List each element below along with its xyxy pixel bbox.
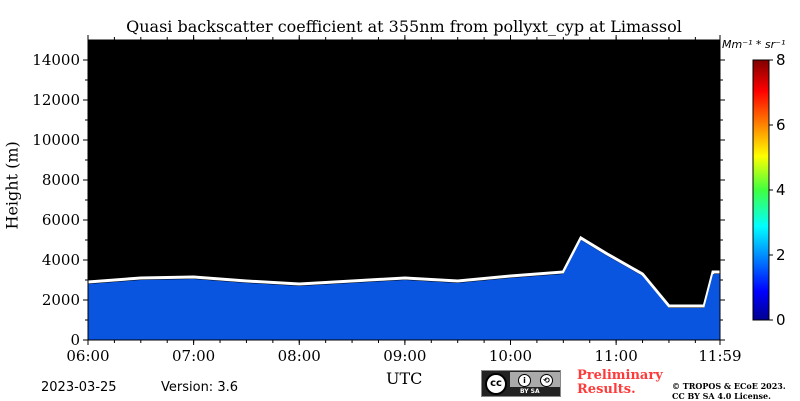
x-tick-label: 07:00 xyxy=(172,347,215,365)
colorbar-axis: 0 2 4 6 8 xyxy=(769,51,786,329)
y-tick-label: 10000 xyxy=(32,131,80,149)
colorbar-tick-label: 4 xyxy=(776,181,786,199)
colorbar-tick-label: 6 xyxy=(776,116,786,134)
license-badge-top: i ⟲ xyxy=(510,372,560,387)
cloud-edge xyxy=(87,235,720,308)
x-axis: 06:00 07:00 08:00 09:00 10:00 11:00 11:59 xyxy=(66,35,742,365)
aerosol-layer-group xyxy=(87,235,720,340)
y-axis: 0 2000 4000 6000 8000 10000 12000 14000 xyxy=(32,51,725,349)
x-tick-label: 09:00 xyxy=(383,347,426,365)
colorbar-tick-label: 8 xyxy=(776,51,786,69)
copyright-notice: © TROPOS & ECoE 2023. CC BY SA 4.0 Licen… xyxy=(672,381,786,401)
share-alike-icon: ⟲ xyxy=(540,374,553,387)
y-tick-label: 0 xyxy=(70,331,80,349)
preliminary-line-2: Results. xyxy=(577,382,636,397)
x-tick-label: 08:00 xyxy=(278,347,321,365)
colorbar-tick-label: 0 xyxy=(776,311,786,329)
copyright-line-2: CC BY SA 4.0 License. xyxy=(672,391,771,401)
plot-frame xyxy=(87,39,721,341)
x-tick-label: 11:00 xyxy=(595,347,638,365)
aerosol-layer xyxy=(88,240,720,340)
date-label: 2023-03-25 xyxy=(41,380,117,395)
colorbar xyxy=(752,59,770,321)
x-axis-label: UTC xyxy=(386,369,423,388)
chart-title: Quasi backscatter coefficient at 355nm f… xyxy=(126,17,682,36)
x-tick-label: 11:59 xyxy=(698,347,741,365)
preliminary-line-1: Preliminary xyxy=(577,368,663,383)
y-tick-label: 12000 xyxy=(32,91,80,109)
y-tick-label: 2000 xyxy=(42,291,80,309)
license-badge-terms: BY SA xyxy=(520,388,540,395)
person-icon: i xyxy=(518,374,531,387)
y-tick-label: 8000 xyxy=(42,171,80,189)
colorbar-tick-label: 2 xyxy=(776,246,786,264)
copyright-line-1: © TROPOS & ECoE 2023. xyxy=(672,381,786,391)
x-tick-label: 06:00 xyxy=(66,347,109,365)
x-tick-label: 10:00 xyxy=(489,347,532,365)
cc-license-badge: cc i ⟲ BY SA xyxy=(481,370,561,397)
y-tick-label: 6000 xyxy=(42,211,80,229)
cc-logo-icon: cc xyxy=(485,373,507,395)
preliminary-notice: Preliminary Results. xyxy=(577,369,663,397)
y-tick-label: 4000 xyxy=(42,251,80,269)
y-tick-label: 14000 xyxy=(32,51,80,69)
colorbar-unit-label: Mm⁻¹ * sr⁻¹ xyxy=(722,38,786,51)
y-axis-label: Height (m) xyxy=(2,141,22,230)
version-label: Version: 3.6 xyxy=(161,380,238,395)
